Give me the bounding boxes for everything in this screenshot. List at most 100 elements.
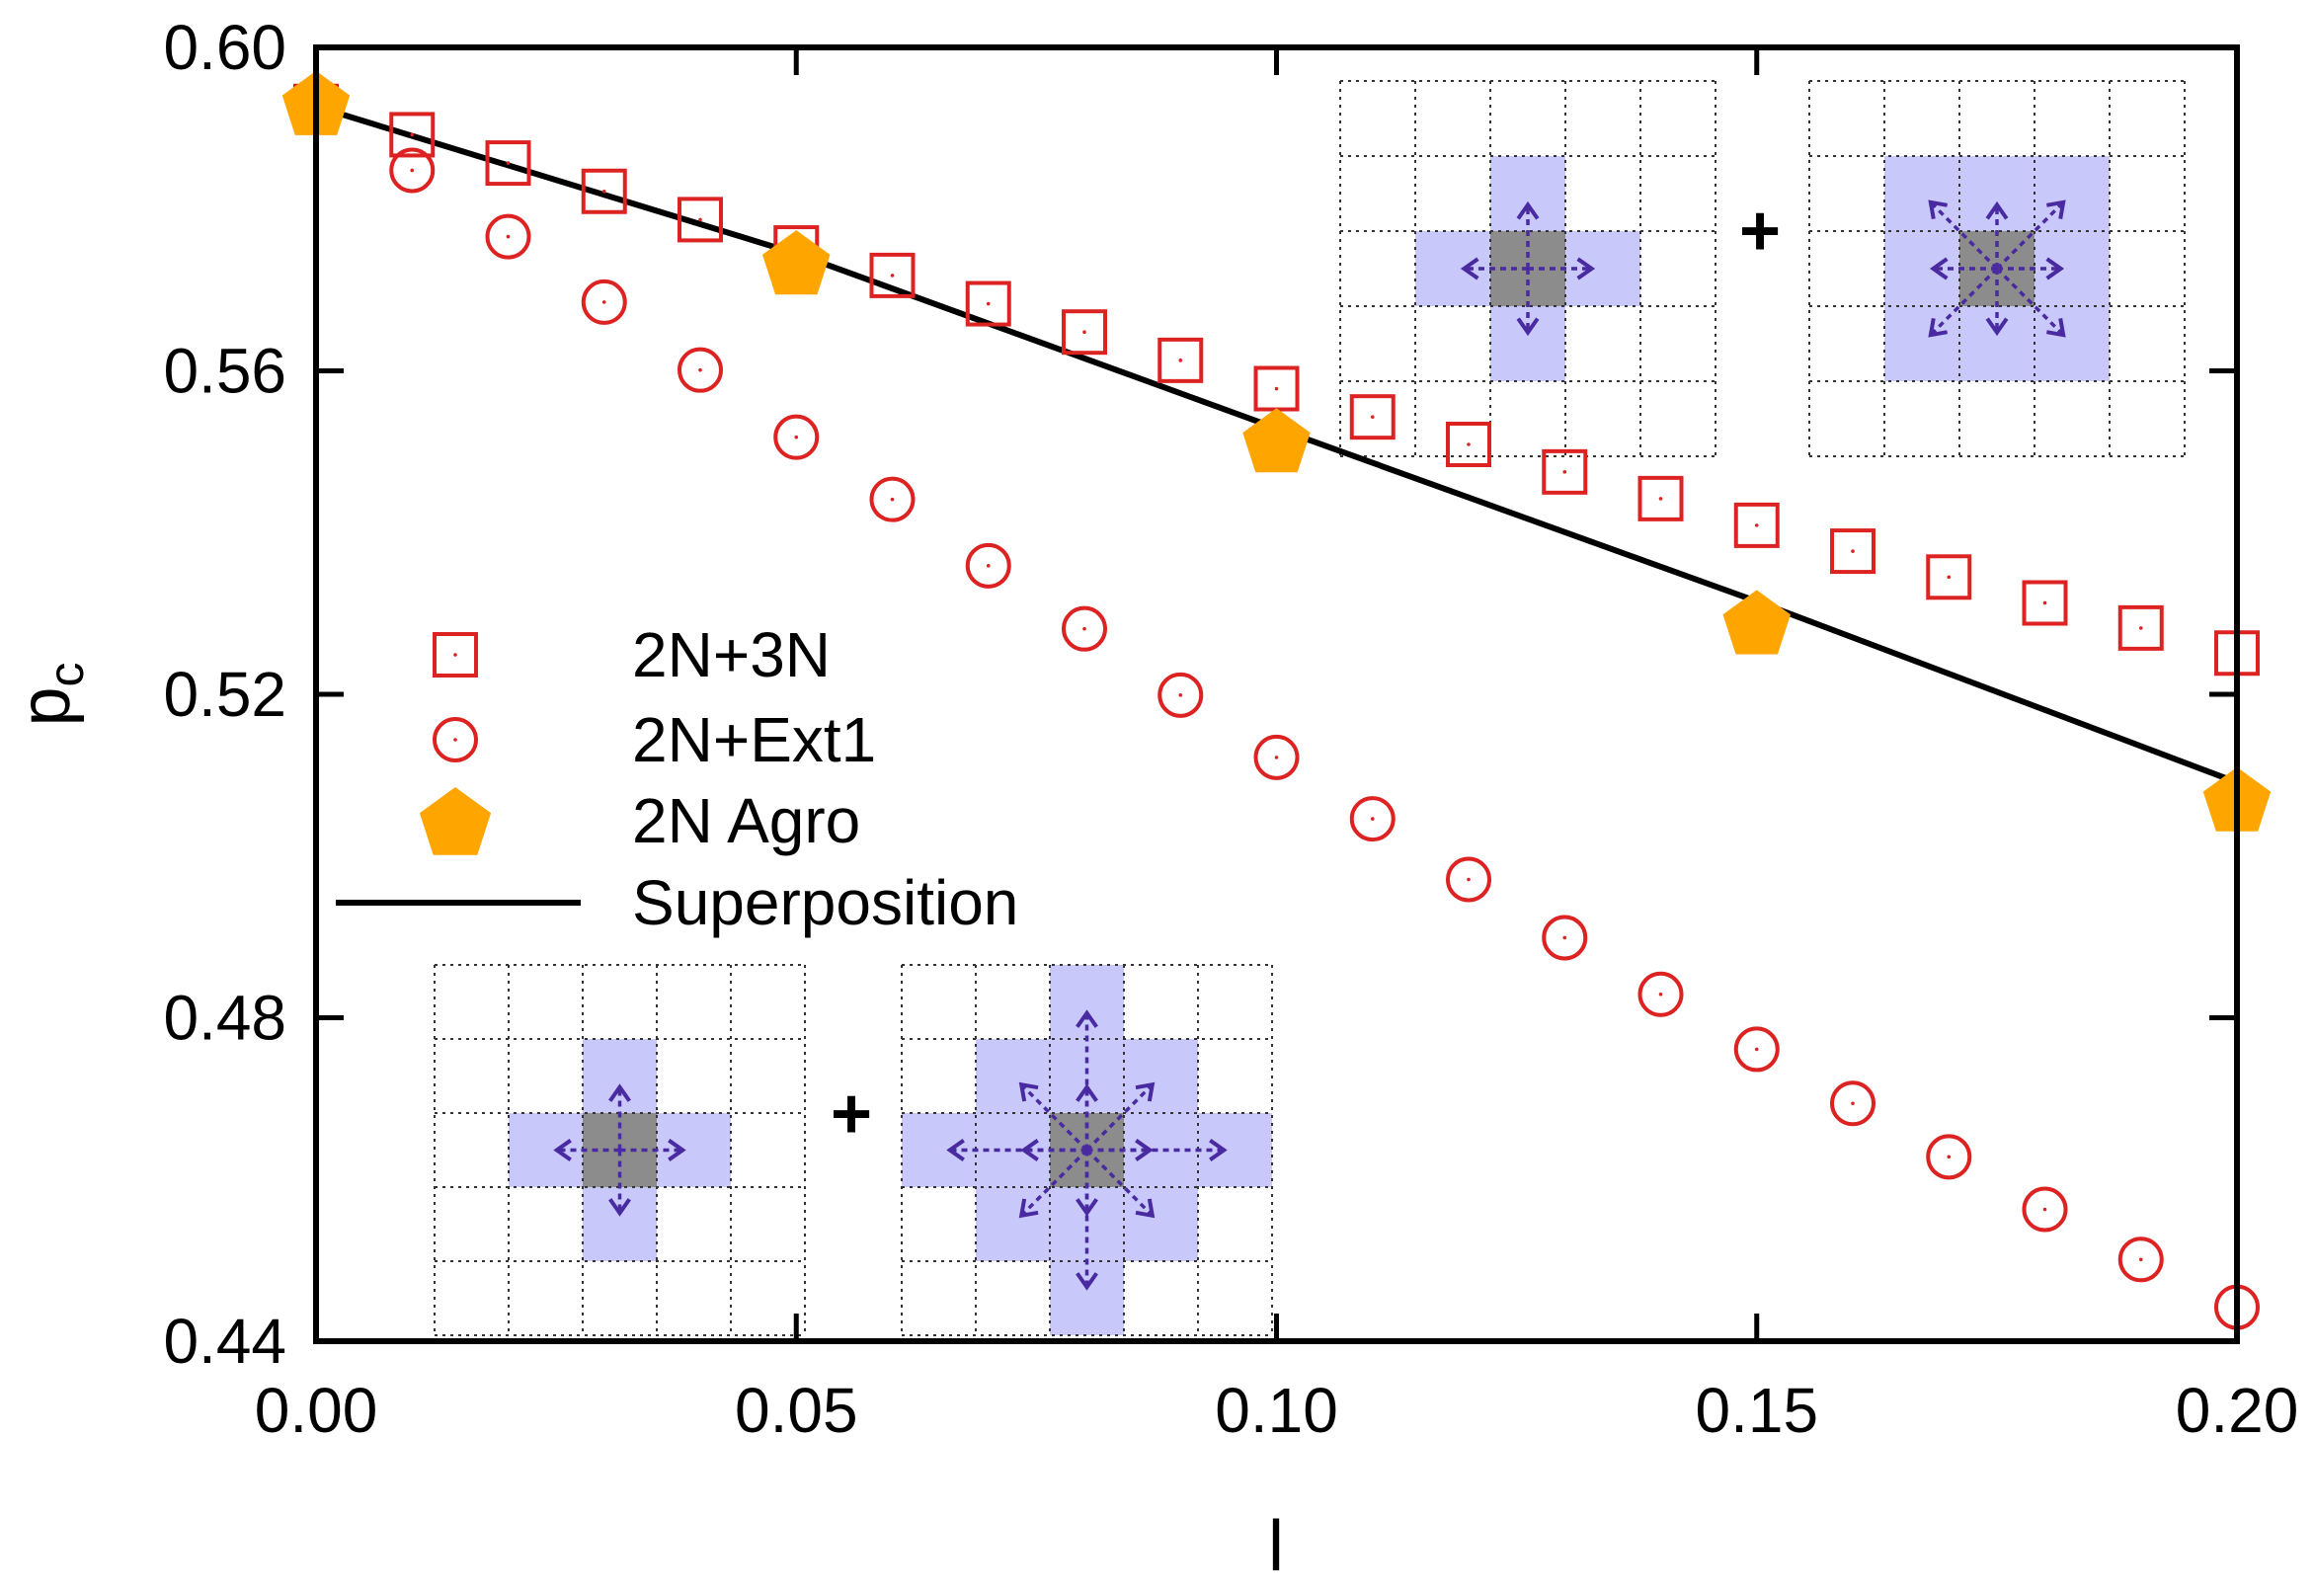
point-2n-ext1-center [410,168,415,173]
point-2n-ext1 [485,213,531,260]
arrow-head [608,1083,631,1102]
arrow-head [2045,200,2066,220]
point-2n-ext1 [1830,1080,1875,1127]
point-2n-ext1-center [506,234,511,239]
x-tick-label: 0.00 [255,1375,378,1446]
neighbour-arrow [1929,267,1999,337]
point-2n-ext1 [1733,1026,1780,1073]
point-2n-3n-center [1754,523,1759,527]
neighbour-arrow [1995,267,2065,337]
arrow-head [1516,317,1540,337]
x-tick-label: 0.15 [1695,1375,1818,1446]
arrow-head [553,1139,572,1161]
legend-symbol-2n-3n [433,632,478,678]
plus-sign: + [831,1075,872,1154]
point-2n-ext1 [389,147,436,194]
arrow-head [1928,200,1949,220]
inset-bottom-ext1 [901,964,1273,1336]
legend-label: 2N+Ext1 [632,704,876,775]
point-2n-ext1-center [794,435,799,439]
point-2n-ext1-center [1658,992,1663,997]
legend: 2N+3N 2N+Ext1 2N Agro Superposition [336,619,1018,938]
point-2n-3n [1446,422,1491,468]
x-tick-label: 0.20 [2176,1375,2299,1446]
arrow-head [1076,1009,1098,1028]
point-2n-ext1-center [1754,1047,1759,1052]
neighbour-arrow [1019,1082,1088,1152]
point-2n-3n-center [506,161,511,165]
neighbour-cell [1959,156,2035,231]
arrow-head [1516,200,1540,220]
point-2n-3n-center [2138,626,2143,630]
x-axis-title: l [1268,1507,1284,1586]
arrow-head [1018,1081,1039,1102]
point-2n-agro [1242,408,1311,473]
neighbour-cell [1415,231,1490,306]
arrow-head [1576,257,1596,280]
point-2n-3n [1349,394,1396,440]
neighbour-arrow [1085,1149,1155,1218]
neighbour-cell [1490,156,1565,231]
point-2n-agro [1722,590,1791,655]
point-2n-ext1-center [1274,756,1279,759]
arrow-head [1209,1139,1228,1161]
point-2n-ext1-center [1082,626,1086,631]
neighbour-arrow [1019,1149,1088,1218]
point-2n-3n-center [1467,442,1471,446]
legend-label: 2N Agro [632,785,860,856]
neighbour-arrow [1929,200,1999,271]
neighbour-cell [1565,231,1640,306]
y-tick-label: 0.44 [163,1306,286,1377]
point-2n-3n-center [986,301,991,306]
arrow-head [1460,257,1479,280]
arrow-head [1076,1198,1098,1217]
point-2n-ext1 [773,414,820,460]
point-2n-3n [1157,337,1204,383]
point-2n-ext1-center [1370,817,1375,821]
arrow-head [1985,200,2009,220]
point-2n-ext1 [1349,796,1396,842]
point-2n-ext1 [1637,971,1684,1017]
point-2n-3n-center [1851,549,1855,553]
point-2n-3n-center [1274,386,1279,391]
x-tick-label: 0.05 [735,1375,858,1446]
inset-bottom-2n [434,964,806,1336]
arrow-head [608,1198,631,1217]
point-2n-ext1-center [1851,1101,1855,1106]
point-2n-3n [485,140,531,187]
point-2n-3n [1637,475,1684,521]
point-2n-ext1-center [2138,1257,2143,1262]
point-2n-agro [762,230,831,295]
legend-label: Superposition [632,867,1018,938]
y-tick-label: 0.52 [163,659,286,730]
point-2n-3n [581,168,627,214]
y-axis-title: pc [6,662,94,726]
point-2n-ext1 [965,542,1011,589]
arrow-head [1929,257,1949,280]
inset-top-3n [1808,80,2186,457]
point-2n-ext1 [2117,1237,2164,1283]
arrow-head [668,1139,686,1161]
y-tick-label: 0.60 [163,12,286,83]
point-2n-3n [1733,502,1780,548]
y-axis-title-main: p [6,686,85,726]
point-2n-ext1-center [698,367,702,372]
point-2n-ext1-center [2042,1207,2047,1212]
arrow-head [1928,317,1949,338]
point-2n-ext1 [1062,605,1107,652]
point-2n-ext1-center [1178,693,1183,697]
point-2n-3n [1542,448,1588,495]
point-2n-3n-center [698,217,702,222]
point-2n-ext1 [2022,1186,2068,1233]
point-2n-ext1-center [601,300,606,304]
legend-symbol-2n-3n-center [453,653,457,657]
point-2n-ext1 [869,476,916,522]
arrow-head [1020,1139,1039,1161]
inset-top-2n [1339,80,1716,457]
neighbour-cell [2035,231,2110,306]
y-tick-label: 0.56 [163,336,286,407]
point-2n-ext1-center [890,497,895,502]
point-2n-3n [965,280,1011,327]
arrow-head [1135,1139,1154,1161]
